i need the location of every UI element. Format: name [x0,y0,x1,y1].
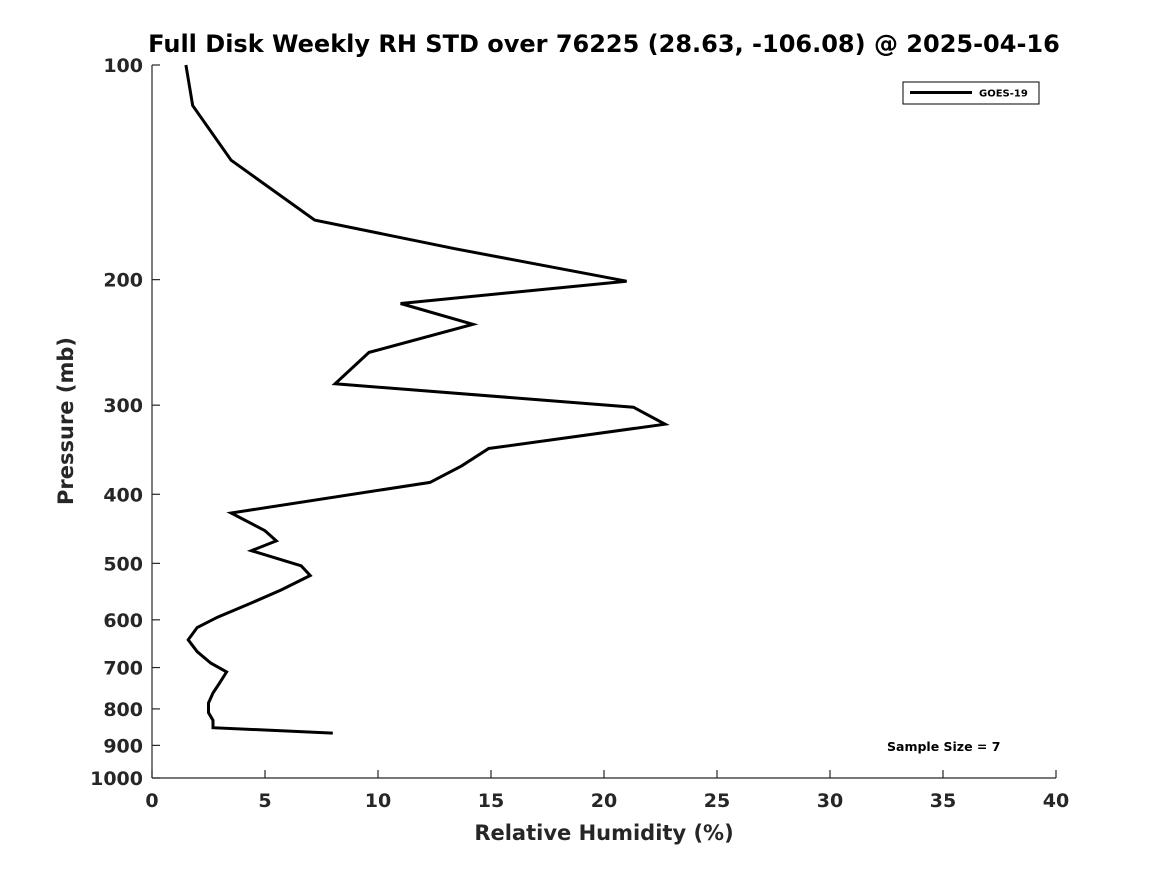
y-tick-label: 400 [103,484,143,506]
x-tick-label: 15 [478,790,504,812]
y-tick-label: 900 [103,735,143,757]
x-tick-label: 40 [1043,790,1069,812]
y-tick-label: 600 [103,610,143,632]
y-axis-label: Pressure (mb) [54,337,78,505]
y-tick-label: 200 [103,270,143,292]
y-tick-label: 800 [103,699,143,721]
x-tick-label: 0 [145,790,158,812]
x-tick-label: 30 [817,790,843,812]
y-tick-label: 500 [103,553,143,575]
x-tick-label: 10 [365,790,391,812]
x-tick-label: 25 [704,790,730,812]
legend-label-goes-19: GOES-19 [979,89,1028,100]
x-tick-label: 20 [591,790,617,812]
x-axis-label: Relative Humidity (%) [474,821,733,845]
series-line-goes-19 [184,64,670,735]
legend: GOES-19 [902,81,1040,105]
y-tick-label: 1000 [90,768,143,790]
plot-area: 0 5 10 15 20 25 30 35 40 100 200 300 400 500 600 700 800… [90,55,1069,812]
x-tick-label: 35 [930,790,956,812]
x-tick-label: 5 [258,790,271,812]
sample-size-annotation: Sample Size = 7 [887,739,1000,754]
y-tick-label: 700 [103,658,143,680]
y-tick-label: 300 [103,395,143,417]
chart-title: Full Disk Weekly RH STD over 76225 (28.6… [148,30,1060,58]
y-tick-label: 100 [103,55,143,77]
